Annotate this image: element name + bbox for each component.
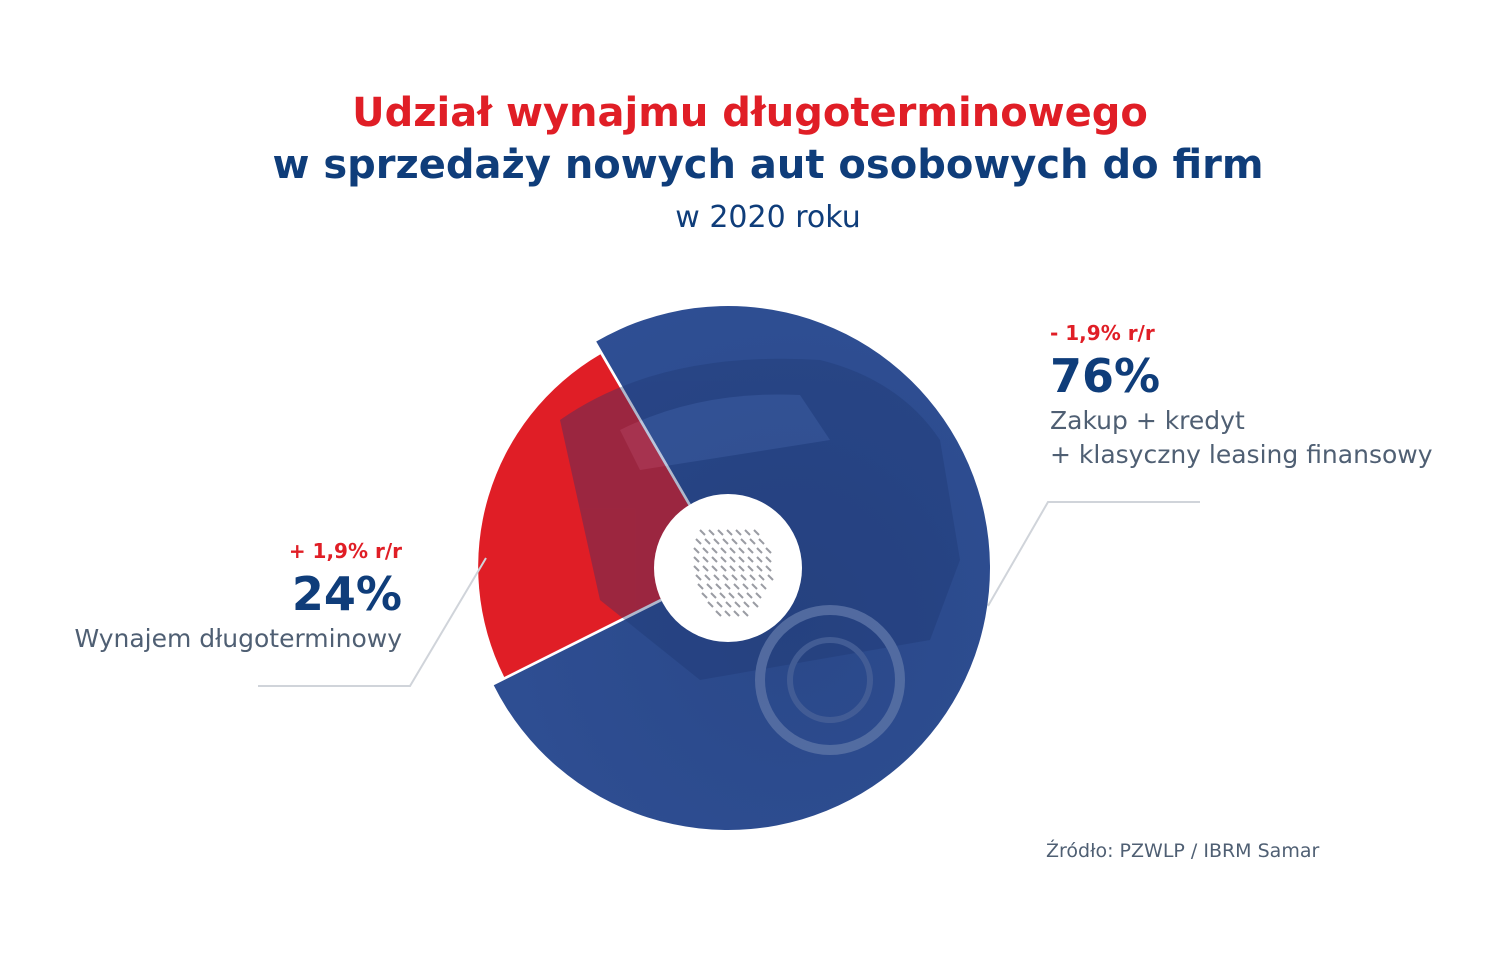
map-dash [722,574,729,581]
map-dash [733,610,740,617]
change-label-76: - 1,9% r/r [1050,321,1155,345]
map-dash [693,547,700,554]
map-dash [729,556,736,563]
map-dash [749,538,756,545]
map-dash [756,556,763,563]
map-dash [707,601,714,608]
map-dash [740,538,747,545]
map-dash [699,529,706,536]
chart-subtitle: w 2020 roku [675,200,861,235]
map-dash [711,556,718,563]
map-dash [724,610,731,617]
leader-line-24 [258,557,487,687]
percent-label-24: 24% [291,567,402,621]
map-dash [719,592,726,599]
map-dash [756,565,763,572]
map-dash [753,529,760,536]
map-dash [711,547,718,554]
map-dash [760,583,767,590]
map-dash [711,565,718,572]
map-dash [738,547,745,554]
map-dash [751,583,758,590]
map-dash [720,556,727,563]
map-dash [731,538,738,545]
map-dash [728,592,735,599]
map-dash [726,529,733,536]
percent-label-76: 76% [1050,349,1161,403]
map-dash [716,601,723,608]
change-label-24: + 1,9% r/r [288,539,402,563]
chart-title-line-1: Udział wynajmu długoterminowego [352,90,1148,136]
map-dash [715,583,722,590]
map-dash [693,556,700,563]
map-dash [758,574,765,581]
chart-title-line-2: w sprzedaży nowych aut osobowych do firm [272,142,1264,188]
map-dash [749,574,756,581]
map-dash [720,565,727,572]
map-dash [752,601,759,608]
map-dash [710,592,717,599]
map-dash [708,529,715,536]
map-dash [747,547,754,554]
map-dash [713,538,720,545]
map-dash [693,565,700,572]
poland-map-icon [693,529,774,617]
map-dash [702,556,709,563]
map-dash [742,610,749,617]
map-dash [765,547,772,554]
map-dash [737,592,744,599]
map-dash [717,529,724,536]
map-dash [704,538,711,545]
donut-hole [654,494,802,642]
map-dash [704,574,711,581]
map-dash [725,601,732,608]
map-dash [701,592,708,599]
map-dash [758,538,765,545]
description-76-line-1: Zakup + kredyt [1050,406,1245,435]
source-note: Źródło: PZWLP / IBRM Samar [1046,840,1320,862]
map-dash [755,592,762,599]
map-dash [702,547,709,554]
map-dash [724,583,731,590]
description-76-line-2: + klasyczny leasing finansowy [1050,440,1433,469]
map-dash [729,547,736,554]
map-dash [720,547,727,554]
map-dash [744,529,751,536]
map-dash [713,574,720,581]
description-24: Wynajem długoterminowy [74,624,402,653]
map-dash [756,547,763,554]
map-dash [765,556,772,563]
map-dash [740,574,747,581]
map-dash [743,601,750,608]
map-dash [746,592,753,599]
annotation-24: + 1,9% r/r 24% Wynajem długoterminowy [60,536,402,656]
map-dash [731,574,738,581]
map-dash [738,565,745,572]
map-dash [695,538,702,545]
map-dash [747,565,754,572]
map-dash [734,601,741,608]
map-dash [702,565,709,572]
map-dash [695,574,702,581]
map-dash [765,565,772,572]
map-dash [729,565,736,572]
leader-line-76 [987,501,1200,607]
map-dash [735,529,742,536]
map-dash [742,583,749,590]
map-dash [767,574,774,581]
map-dash [715,610,722,617]
map-dash [738,556,745,563]
annotation-76: - 1,9% r/r 76% Zakup + kredyt + klasyczn… [1050,318,1470,472]
map-dash [747,556,754,563]
map-dash [733,583,740,590]
map-dash [706,583,713,590]
map-dash [697,583,704,590]
map-dash [722,538,729,545]
